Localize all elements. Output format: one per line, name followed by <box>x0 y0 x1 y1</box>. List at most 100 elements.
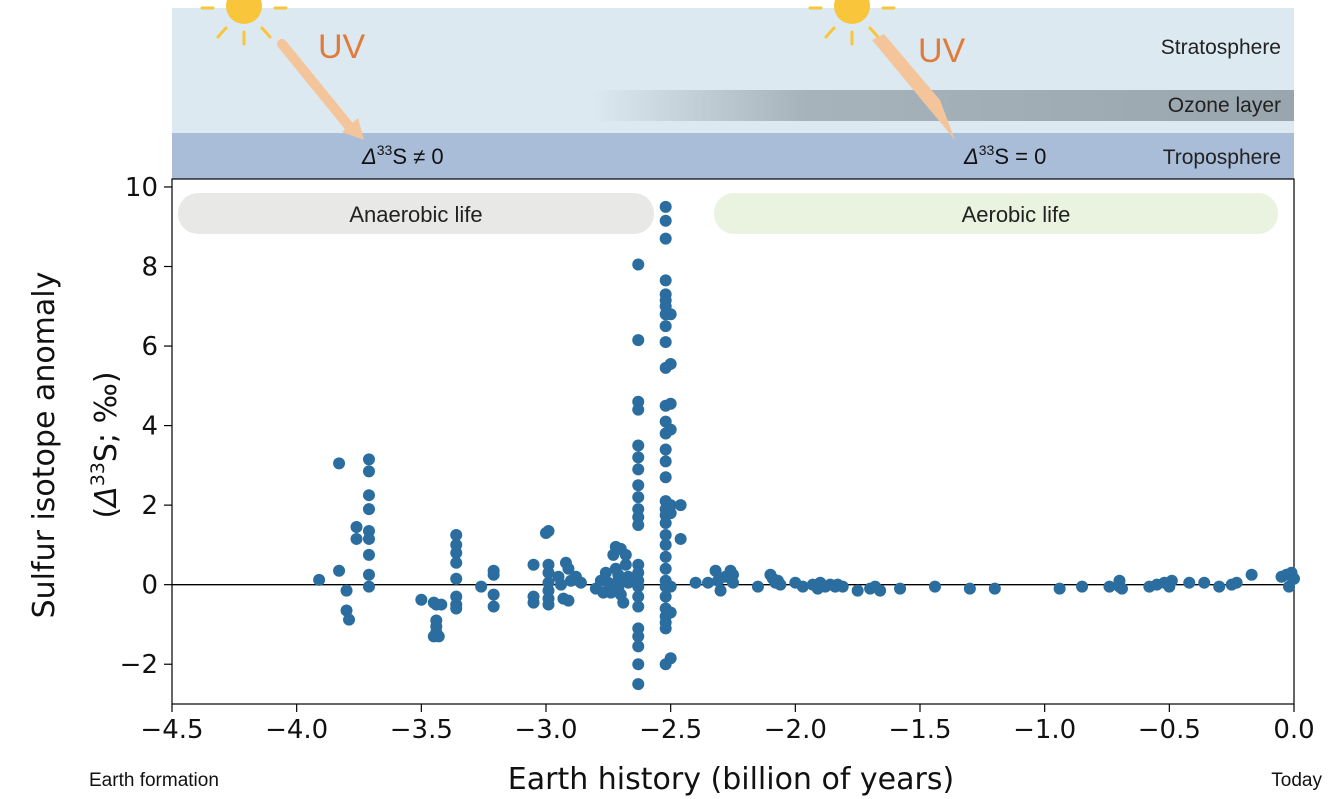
data-point <box>659 455 672 468</box>
data-point <box>702 576 715 589</box>
data-point <box>689 576 702 589</box>
data-point <box>527 558 540 571</box>
y-axis-title-line2: (Δ33S; ‰) <box>87 371 124 518</box>
data-point <box>450 546 463 559</box>
data-point <box>632 491 645 504</box>
x-tick-label: −2.5 <box>639 715 702 745</box>
x-axis-ticks: −4.5 −4.0 −3.5 −3.0 −2.5 −2.0 −1.5 −1.0 −0.5 0.0 <box>140 704 1315 745</box>
y-axis-title: Sulfur isotope anomaly (Δ33S; ‰) <box>27 272 124 619</box>
data-point <box>664 423 677 436</box>
data-point <box>1198 576 1211 589</box>
data-point <box>659 528 672 541</box>
anaerobic-life-label: Anaerobic life <box>349 202 482 227</box>
data-point <box>362 580 375 593</box>
uv-label-right: UV <box>918 32 966 70</box>
data-point <box>542 566 555 579</box>
troposphere-band <box>172 133 1294 179</box>
y-tick-label: 8 <box>141 253 158 283</box>
sun-icon <box>808 0 896 46</box>
x-tick-label: −3.0 <box>514 715 577 745</box>
data-point <box>362 465 375 478</box>
data-point <box>427 630 440 643</box>
y-tick-label: 10 <box>125 173 158 203</box>
data-point <box>709 564 722 577</box>
data-point <box>632 258 645 271</box>
data-point <box>659 562 672 575</box>
data-point <box>664 357 677 370</box>
data-point <box>1076 580 1089 593</box>
data-point <box>622 570 635 583</box>
data-point <box>632 463 645 476</box>
data-point <box>928 580 941 593</box>
y-axis-ticks: −2 0 2 4 6 8 10 <box>120 173 172 680</box>
sun-icon <box>200 0 288 46</box>
uv-label-left: UV <box>318 28 366 66</box>
data-point <box>1103 580 1116 593</box>
data-point <box>415 593 428 606</box>
data-point <box>659 517 672 530</box>
troposphere-label: Troposphere <box>1163 146 1281 169</box>
x-tick-label: −0.5 <box>1138 715 1201 745</box>
condition-label-right: Δ33S = 0 <box>963 142 1046 169</box>
data-point <box>674 499 687 512</box>
data-point <box>450 556 463 569</box>
data-point <box>340 584 353 597</box>
data-point <box>450 602 463 615</box>
x-tick-label: −1.5 <box>888 715 951 745</box>
data-point <box>774 578 787 591</box>
data-point <box>659 214 672 227</box>
x-tick-label: −4.5 <box>140 715 203 745</box>
data-point <box>632 678 645 691</box>
data-point <box>343 613 356 626</box>
data-point <box>664 397 677 410</box>
data-point <box>659 443 672 456</box>
anaerobic-life-band <box>178 193 654 234</box>
data-point <box>659 320 672 333</box>
data-point <box>664 308 677 321</box>
data-point <box>542 524 555 537</box>
data-point <box>340 604 353 617</box>
data-point <box>751 580 764 593</box>
data-point <box>450 528 463 541</box>
data-point <box>632 600 645 613</box>
aerobic-life-band <box>714 193 1278 234</box>
data-point <box>659 336 672 349</box>
data-point <box>362 489 375 502</box>
data-point <box>562 562 575 575</box>
data-point <box>659 471 672 484</box>
data-point <box>350 532 363 545</box>
data-point <box>659 622 672 635</box>
data-point <box>617 596 630 609</box>
uv-ray-left-arrowhead <box>342 118 364 140</box>
x-tick-label: −2.0 <box>764 715 827 745</box>
data-point <box>659 550 672 563</box>
data-point <box>562 594 575 607</box>
data-point <box>963 582 976 595</box>
data-point <box>487 588 500 601</box>
data-point <box>659 200 672 213</box>
data-point <box>574 576 587 589</box>
condition-label-left: Δ33S ≠ 0 <box>361 142 444 169</box>
data-point <box>602 576 615 589</box>
data-point <box>659 590 672 603</box>
data-point <box>632 580 645 593</box>
data-point <box>664 652 677 665</box>
y-tick-label: −2 <box>120 650 158 680</box>
data-point <box>362 548 375 561</box>
data-point <box>362 532 375 545</box>
data-point <box>632 479 645 492</box>
x-tick-label: −3.5 <box>390 715 453 745</box>
y-tick-label: 0 <box>141 571 158 601</box>
y-tick-label: 4 <box>141 412 158 442</box>
data-point <box>894 582 907 595</box>
data-point <box>632 334 645 347</box>
data-point <box>475 580 488 593</box>
data-point <box>1213 580 1226 593</box>
earth-formation-label: Earth formation <box>89 770 219 791</box>
data-point <box>988 582 1001 595</box>
data-point <box>1230 576 1243 589</box>
data-point <box>664 580 677 593</box>
data-point <box>632 451 645 464</box>
data-point <box>1183 576 1196 589</box>
